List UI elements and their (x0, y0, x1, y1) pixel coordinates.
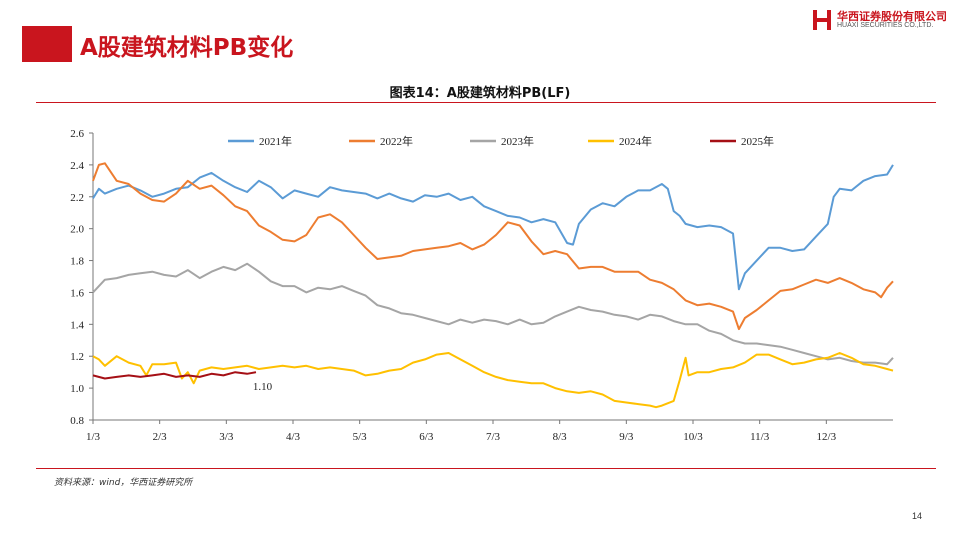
y-tick-label: 2.4 (70, 160, 84, 172)
y-tick-label: 1.8 (70, 256, 84, 268)
y-tick-label: 1.2 (70, 351, 84, 363)
y-tick-label: 2.6 (70, 128, 84, 140)
chart-legend: 2021年 2022年 2023年 2024年 2025年 (228, 134, 774, 148)
series-line-2022年 (92, 162, 894, 331)
legend-label: 2022年 (380, 134, 413, 148)
x-tick-label: 11/3 (750, 431, 770, 443)
y-tick-label: 1.4 (70, 319, 84, 331)
series-line-2021年 (92, 164, 894, 291)
logo-company-name-en: HUAXI SECURITIES CO.,LTD. (837, 22, 934, 29)
y-tick-label: 1.0 (70, 383, 84, 395)
logo-company-name: 华西证券股份有限公司 (837, 10, 947, 23)
legend-label: 2024年 (619, 134, 652, 148)
x-tick-label: 10/3 (683, 431, 703, 443)
source-note: 资料来源：wind，华西证券研究所 (54, 478, 193, 488)
x-tick-label: 6/3 (419, 431, 434, 443)
title-accent-bar (22, 26, 72, 62)
company-logo: 华西证券股份有限公司 HUAXI SECURITIES CO.,LTD. (812, 8, 954, 34)
x-tick-label: 8/3 (553, 431, 568, 443)
x-tick-label: 4/3 (286, 431, 301, 443)
y-tick-label: 1.6 (70, 287, 84, 299)
huaxi-logo-icon (813, 10, 831, 30)
series-line-2023年 (92, 262, 894, 366)
source-rule (36, 468, 936, 469)
x-tick-label: 9/3 (619, 431, 634, 443)
series-line-2024年 (92, 352, 894, 409)
legend-label: 2023年 (501, 134, 534, 148)
legend-label: 2025年 (741, 134, 774, 148)
x-tick-label: 5/3 (353, 431, 368, 443)
y-tick-label: 0.8 (70, 415, 84, 427)
x-tick-label: 7/3 (486, 431, 501, 443)
x-tick-label: 3/3 (219, 431, 234, 443)
chart-top-rule (36, 102, 936, 103)
y-tick-label: 2.2 (70, 192, 84, 204)
x-tick-label: 12/3 (817, 431, 837, 443)
series-line-2025年 (92, 371, 257, 380)
x-tick-label: 2/3 (153, 431, 168, 443)
y-tick-label: 2.0 (70, 224, 84, 236)
chart-series (92, 162, 894, 409)
legend-label: 2021年 (259, 134, 292, 148)
chart-axes: 0.8 1.0 1.2 1.4 1.6 1.8 2.0 2.2 2.4 2.6 1/3 2/3 3/3 4… (70, 128, 893, 443)
last-value-annotation: 1.10 (253, 381, 273, 393)
chart-annotations: 1.10 (253, 381, 273, 393)
page-number: 14 (912, 511, 923, 521)
page-title: A股建筑材料PB变化 (80, 35, 294, 61)
chart-title: 图表14：A股建筑材料PB(LF) (389, 86, 571, 101)
x-tick-label: 1/3 (86, 431, 101, 443)
